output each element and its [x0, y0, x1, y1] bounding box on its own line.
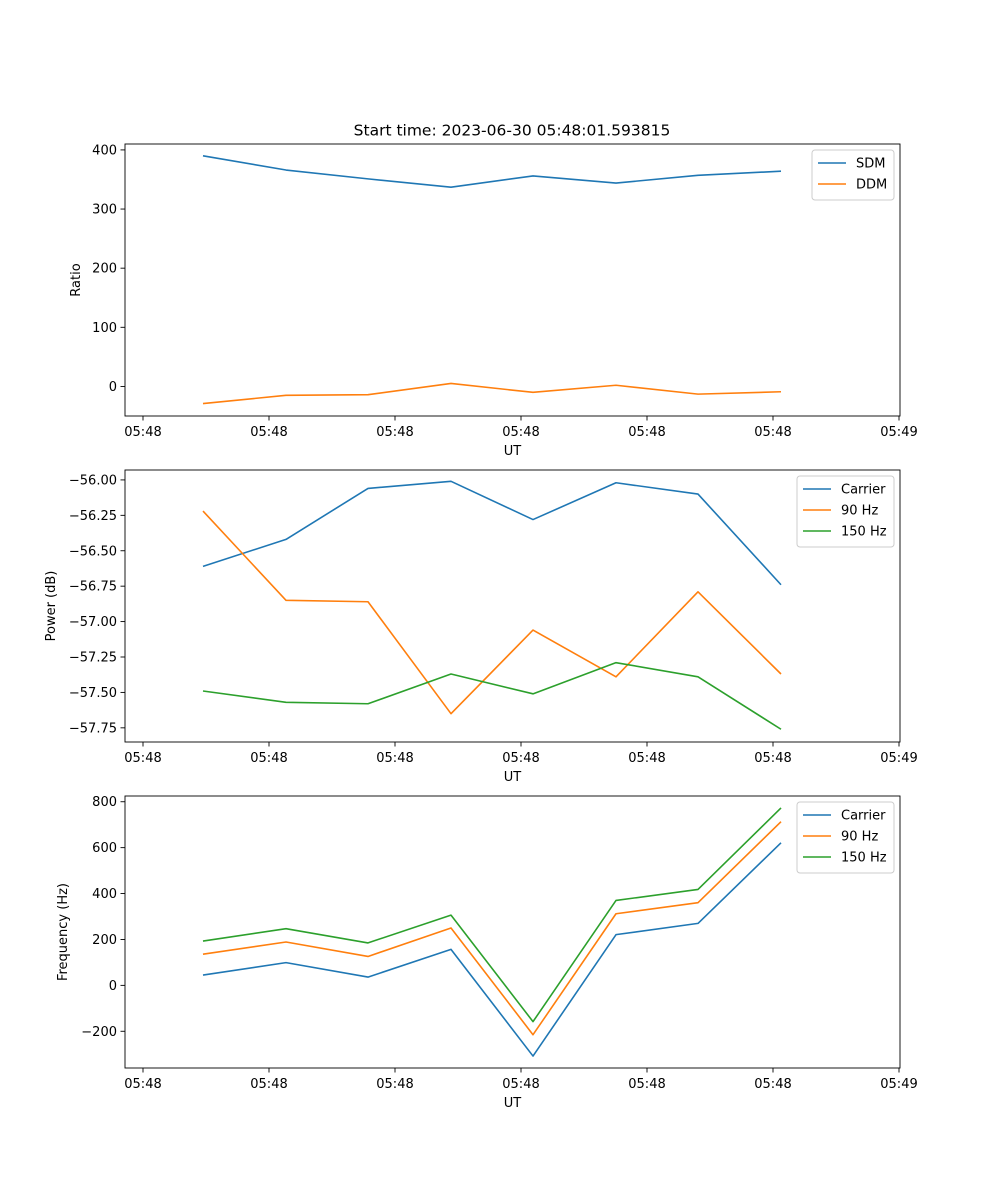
x-tick-label: 05:48: [502, 425, 539, 440]
legend-label: SDM: [856, 157, 885, 172]
series-line-ddm: [202, 382, 782, 405]
legend: SDM DDM: [811, 149, 895, 201]
y-tick-label: 600: [92, 841, 117, 856]
x-tick-label: 05:48: [754, 425, 791, 440]
axes-frame: [124, 795, 901, 1069]
x-tick-label: 05:49: [880, 1077, 917, 1092]
legend: Carrier 90 Hz 150 Hz: [796, 801, 895, 874]
y-tick-label: −57.75: [69, 721, 117, 736]
figure-title: Start time: 2023-06-30 05:48:01.593815: [354, 122, 671, 140]
y-tick-label: −200: [81, 1025, 117, 1040]
legend-frame: [796, 801, 895, 874]
series-line-carrier: [202, 842, 782, 1057]
y-tick-label: −56.25: [69, 509, 117, 524]
series-line-carrier: [202, 480, 782, 586]
x-tick-label: 05:48: [754, 1077, 791, 1092]
y-tick-label: −56.50: [69, 544, 117, 559]
x-tick-label: 05:48: [124, 751, 161, 766]
axes-frame: [124, 143, 901, 417]
legend-label: 90 Hz: [841, 830, 878, 845]
series-line-150-hz: [202, 661, 782, 730]
y-tick-label: 800: [92, 795, 117, 810]
x-tick-label: 05:48: [628, 1077, 665, 1092]
x-tick-label: 05:48: [250, 751, 287, 766]
legend-label: DDM: [856, 178, 887, 193]
legend-frame: [796, 475, 895, 548]
x-tick-label: 05:48: [502, 751, 539, 766]
x-tick-label: 05:48: [502, 1077, 539, 1092]
x-axis-label: UT: [504, 1096, 522, 1111]
y-tick-label: 0: [109, 979, 117, 994]
y-tick-label: −56.75: [69, 580, 117, 595]
x-tick-label: 05:48: [376, 751, 413, 766]
panels: 05:48 05:48 05:48 05:48 05:48 05:48 05:49 0 100 2…: [44, 143, 918, 1111]
chart-panel-1: 05:48 05:48 05:48 05:48 05:48 05:48 05:49 0 100 2…: [69, 143, 918, 459]
x-tick-label: 05:48: [754, 751, 791, 766]
legend-label: Carrier: [841, 483, 886, 498]
y-tick-label: 200: [92, 262, 117, 277]
y-tick-label: 0: [109, 380, 117, 395]
y-tick-label: −57.50: [69, 686, 117, 701]
series-line-90-hz: [202, 821, 782, 1036]
y-axis-label: Frequency (Hz): [56, 883, 71, 981]
series-line-sdm: [202, 155, 782, 188]
x-tick-label: 05:48: [376, 425, 413, 440]
legend-label: 150 Hz: [841, 851, 887, 866]
y-tick-label: −56.00: [69, 473, 117, 488]
x-tick-label: 05:48: [628, 425, 665, 440]
series-line-90-hz: [202, 510, 782, 715]
x-tick-label: 05:48: [250, 425, 287, 440]
x-tick-label: 05:48: [124, 425, 161, 440]
axes-frame: [124, 469, 901, 743]
y-tick-label: 100: [92, 321, 117, 336]
y-tick-label: −57.00: [69, 615, 117, 630]
y-tick-label: 200: [92, 933, 117, 948]
y-axis-label: Power (dB): [44, 571, 59, 642]
chart-panel-2: 05:48 05:48 05:48 05:48 05:48 05:48 05:49 −57.7…: [44, 469, 918, 785]
y-tick-label: 300: [92, 203, 117, 218]
y-tick-label: 400: [92, 143, 117, 158]
x-tick-label: 05:48: [124, 1077, 161, 1092]
legend-label: 90 Hz: [841, 504, 878, 519]
x-tick-label: 05:49: [880, 751, 917, 766]
series-line-150-hz: [202, 807, 782, 1023]
x-tick-label: 05:48: [250, 1077, 287, 1092]
x-axis-label: UT: [504, 444, 522, 459]
y-tick-label: −57.25: [69, 651, 117, 666]
legend: Carrier 90 Hz 150 Hz: [796, 475, 895, 548]
legend-label: Carrier: [841, 809, 886, 824]
y-tick-label: 400: [92, 887, 117, 902]
legend-label: 150 Hz: [841, 525, 887, 540]
x-axis-label: UT: [504, 770, 522, 785]
x-tick-label: 05:49: [880, 425, 917, 440]
x-tick-label: 05:48: [628, 751, 665, 766]
y-axis-label: Ratio: [69, 263, 84, 296]
chart-panel-3: 05:48 05:48 05:48 05:48 05:48 05:48 05:49 −200 0…: [56, 795, 918, 1111]
x-tick-label: 05:48: [376, 1077, 413, 1092]
